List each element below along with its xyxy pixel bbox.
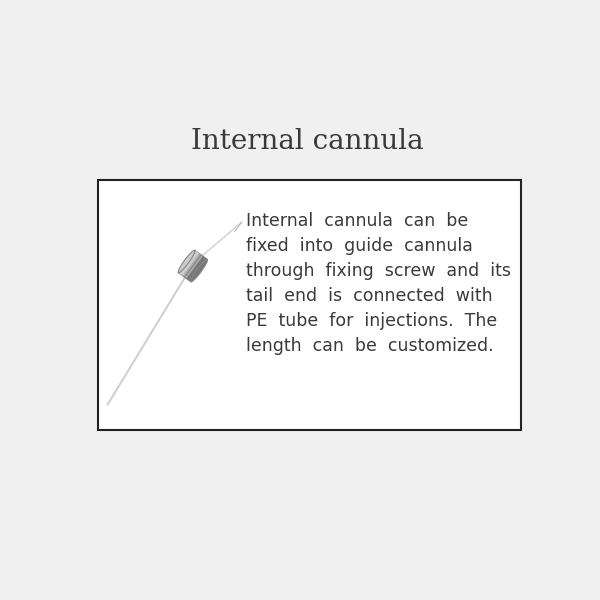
Text: length  can  be  customized.: length can be customized.: [245, 337, 493, 355]
Text: Internal cannula: Internal cannula: [191, 128, 424, 155]
Polygon shape: [187, 256, 207, 282]
Bar: [98, 180, 521, 430]
Ellipse shape: [178, 250, 195, 273]
Text: Internal  cannula  can  be: Internal cannula can be: [245, 212, 468, 230]
Text: fixed  into  guide  cannula: fixed into guide cannula: [245, 237, 472, 255]
Polygon shape: [178, 250, 199, 276]
Ellipse shape: [191, 259, 208, 282]
Polygon shape: [178, 250, 207, 282]
Text: PE  tube  for  injections.  The: PE tube for injections. The: [245, 312, 497, 330]
Text: through  fixing  screw  and  its: through fixing screw and its: [245, 262, 511, 280]
Text: tail  end  is  connected  with: tail end is connected with: [245, 287, 492, 305]
